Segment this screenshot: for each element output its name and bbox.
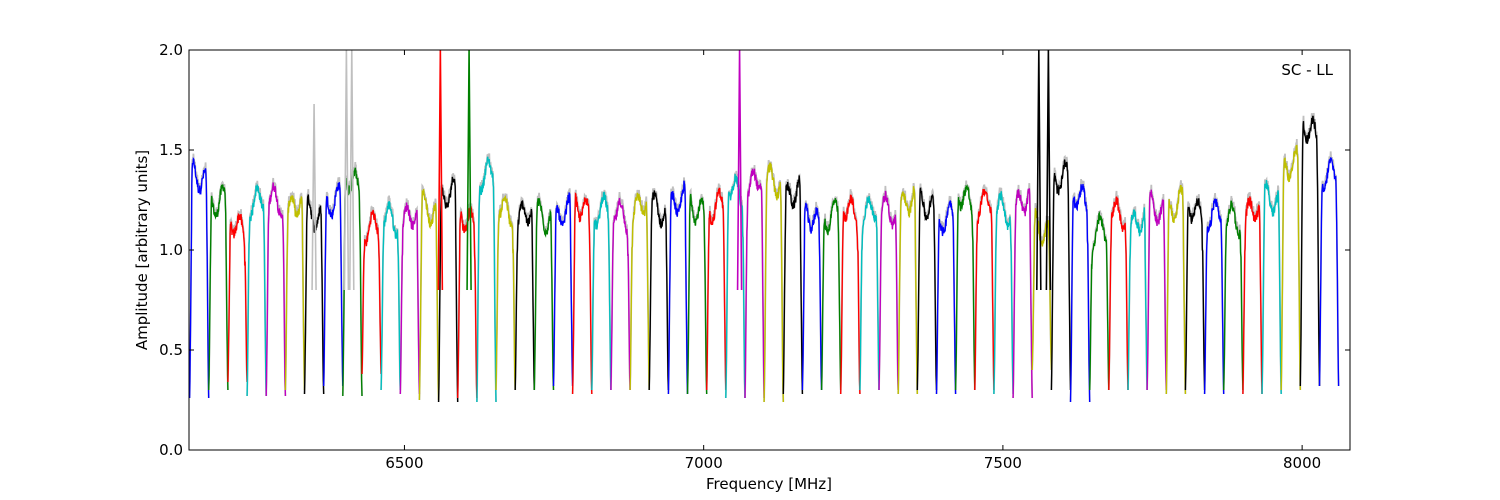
channel-trace: [916, 187, 938, 391]
channel-trace: [744, 168, 765, 399]
channel-traces: [189, 115, 1340, 403]
y-axis-ticks: 0.0 0.5 1.0 1.5 2.0: [159, 41, 1350, 459]
channel-trace: [1299, 115, 1321, 387]
channel-trace: [303, 194, 325, 395]
x-axis-ticks: 6500 7000 7500 8000: [385, 50, 1321, 472]
narrowband-spikes: [311, 50, 1052, 291]
channel-trace: [725, 173, 746, 399]
y-tick-label: 2.0: [159, 41, 183, 59]
channel-trace: [801, 202, 823, 391]
channel-trace: [495, 195, 516, 391]
background-channel-trace: [476, 153, 497, 403]
y-tick-label: 0.0: [159, 441, 183, 459]
channel-trace: [208, 184, 229, 391]
channel-trace: [1165, 184, 1187, 395]
rfi-spike: [1045, 50, 1052, 291]
channel-trace: [629, 192, 650, 391]
rfi-spike: [466, 50, 472, 291]
channel-trace: [227, 212, 248, 383]
rfi-spike: [311, 103, 317, 291]
channel-trace: [399, 202, 421, 395]
channel-trace: [897, 186, 918, 395]
rfi-spike: [348, 50, 355, 291]
background-channel-trace: [361, 205, 382, 375]
channel-trace: [1318, 157, 1340, 387]
x-tick-label: 7500: [984, 454, 1022, 472]
channel-trace: [1261, 180, 1282, 395]
channel-trace: [859, 195, 880, 391]
channel-trace: [610, 197, 631, 391]
channel-trace: [323, 182, 344, 387]
channel-trace: [782, 175, 804, 395]
channel-trace: [380, 200, 401, 391]
channel-trace: [476, 156, 497, 403]
channel-trace: [265, 182, 287, 397]
channel-trace: [878, 190, 899, 391]
channel-trace: [763, 161, 784, 403]
channel-trace: [552, 192, 574, 387]
rfi-spike: [343, 50, 350, 291]
rfi-spike: [736, 50, 743, 291]
channel-trace: [706, 186, 727, 391]
x-tick-label: 6500: [385, 454, 423, 472]
channel-trace: [648, 190, 670, 391]
rfi-spike: [1036, 50, 1042, 291]
channel-trace: [993, 191, 1014, 395]
channel-trace: [954, 184, 976, 391]
channel-trace: [1184, 198, 1206, 391]
channel-trace: [1031, 208, 1053, 371]
channel-trace: [1242, 196, 1263, 395]
plot-area: [189, 50, 1340, 403]
channel-trace: [1012, 188, 1033, 399]
channel-trace: [533, 198, 555, 391]
y-tick-label: 1.5: [159, 141, 183, 159]
channel-trace: [1223, 200, 1244, 391]
channel-trace: [1089, 210, 1110, 391]
channel-trace: [974, 189, 995, 391]
channel-trace: [189, 156, 210, 399]
channel-trace: [361, 209, 382, 375]
axes-frame: [188, 49, 1351, 451]
channel-trace: [686, 193, 708, 395]
plot-annotation: SC - LL: [1281, 61, 1333, 79]
channel-trace: [1146, 189, 1167, 391]
channel-trace: [1069, 184, 1091, 403]
x-tick-label: 7000: [685, 454, 723, 472]
channel-trace: [667, 180, 689, 395]
y-tick-label: 1.0: [159, 241, 183, 259]
channel-trace: [1280, 144, 1301, 391]
channel-trace: [1050, 159, 1072, 391]
channel-trace: [418, 188, 440, 401]
x-tick-label: 8000: [1283, 454, 1321, 472]
rfi-spike: [437, 50, 444, 291]
x-axis-label: Frequency [MHz]: [706, 475, 832, 493]
channel-trace: [840, 194, 861, 395]
channel-trace: [1108, 196, 1129, 391]
channel-trace: [820, 198, 842, 391]
channel-trace: [1127, 207, 1148, 391]
channel-trace: [1203, 198, 1225, 395]
channel-trace: [591, 191, 612, 391]
y-tick-label: 0.5: [159, 341, 183, 359]
channel-trace: [571, 192, 593, 395]
y-axis-label: Amplitude [arbitrary units]: [133, 150, 151, 350]
channel-trace: [284, 195, 306, 391]
channel-trace: [935, 200, 957, 395]
channel-trace: [514, 200, 535, 391]
channel-trace: [246, 183, 267, 397]
